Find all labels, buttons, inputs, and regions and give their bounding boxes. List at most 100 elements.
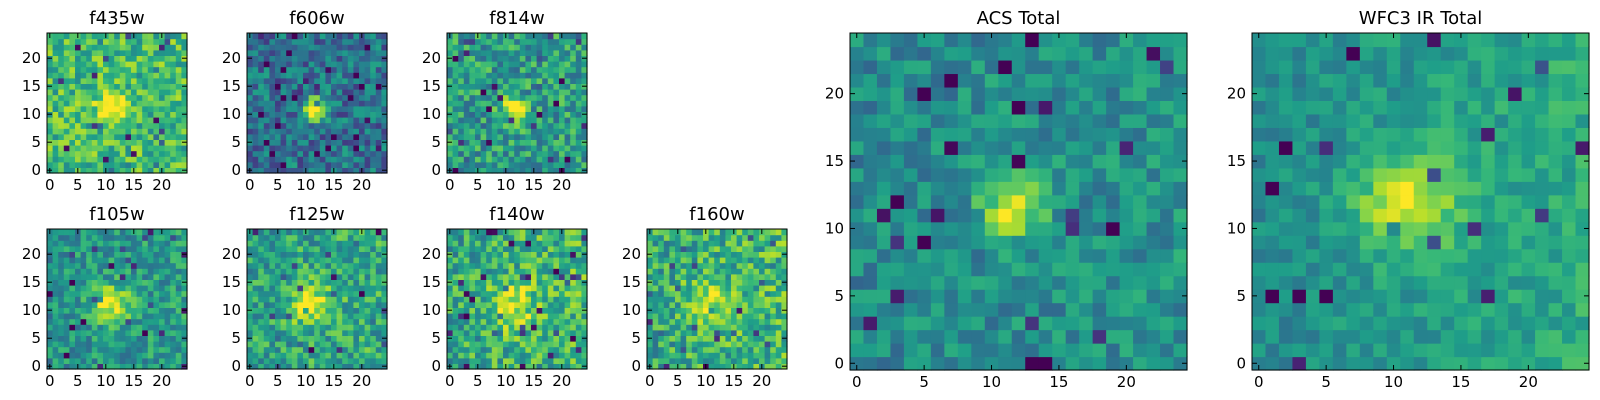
heatmap-cell — [364, 89, 371, 96]
heatmap-cell — [531, 38, 538, 45]
heatmap-cell — [52, 49, 59, 56]
heatmap-cell — [491, 38, 498, 45]
heatmap-cell — [314, 44, 321, 51]
heatmap-cell — [508, 307, 515, 314]
heatmap-cell — [559, 61, 566, 68]
heatmap-cell — [775, 313, 782, 320]
heatmap-cell — [114, 72, 121, 79]
heatmap-cell — [280, 139, 287, 146]
heatmap-cell — [559, 307, 566, 314]
heatmap-cell — [469, 257, 476, 264]
heatmap-cell — [714, 240, 721, 247]
heatmap-cell — [531, 100, 538, 107]
heatmap-cell — [1106, 181, 1121, 196]
heatmap-cell — [80, 44, 87, 51]
heatmap-cell — [75, 296, 82, 303]
heatmap-cell — [280, 100, 287, 107]
heatmap-cell — [1038, 154, 1053, 169]
heatmap-cell — [52, 313, 59, 320]
heatmap-cell — [175, 122, 182, 129]
heatmap-cell — [658, 234, 665, 241]
heatmap-cell — [342, 307, 349, 314]
heatmap-cell — [447, 161, 454, 168]
heatmap-cell — [175, 346, 182, 353]
heatmap-cell — [658, 245, 665, 252]
heatmap-cell — [770, 357, 777, 364]
heatmap-cell — [703, 307, 710, 314]
heatmap-cell — [775, 301, 782, 308]
heatmap-cell — [142, 38, 149, 45]
heatmap-cell — [581, 313, 588, 320]
heatmap-cell — [658, 296, 665, 303]
heatmap-cell — [91, 89, 98, 96]
heatmap-cell — [297, 296, 304, 303]
heatmap-cell — [91, 273, 98, 280]
heatmap-cell — [497, 100, 504, 107]
heatmap-cell — [142, 139, 149, 146]
heatmap-cell — [103, 44, 110, 51]
heatmap-cell — [525, 139, 532, 146]
heatmap-cell — [364, 105, 371, 112]
heatmap-cell — [486, 145, 493, 152]
heatmap-cell — [342, 89, 349, 96]
heatmap-cell — [703, 234, 710, 241]
heatmap-cell — [359, 38, 366, 45]
heatmap-cell — [125, 341, 132, 348]
heatmap-cell — [536, 285, 543, 292]
heatmap-cell — [353, 346, 360, 353]
heatmap-cell — [263, 72, 270, 79]
heatmap-cell — [347, 94, 354, 101]
heatmap-cell — [553, 296, 560, 303]
heatmap-cell — [497, 61, 504, 68]
heatmap-cell — [542, 133, 549, 140]
heatmap-cell — [125, 251, 132, 258]
heatmap-cell — [519, 55, 526, 62]
heatmap-cell — [469, 229, 476, 236]
heatmap-cell — [370, 61, 377, 68]
heatmap-cell — [647, 262, 654, 269]
heatmap-cell — [1065, 235, 1080, 250]
heatmap-cell — [531, 335, 538, 342]
heatmap-cell — [917, 167, 932, 182]
heatmap-cell — [114, 139, 121, 146]
heatmap-cell — [252, 268, 259, 275]
heatmap-cell — [536, 268, 543, 275]
heatmap-cell — [47, 273, 54, 280]
heatmap-cell — [463, 352, 470, 359]
heatmap-cell — [325, 257, 332, 264]
heatmap-cell — [736, 234, 743, 241]
heatmap-cell — [142, 335, 149, 342]
heatmap-cell — [291, 150, 298, 157]
heatmap-cell — [159, 296, 166, 303]
heatmap-cell — [930, 329, 945, 344]
heatmap-cell — [570, 251, 577, 258]
heatmap-cell — [669, 285, 676, 292]
heatmap-cell — [663, 296, 670, 303]
heatmap-cell — [291, 301, 298, 308]
heatmap-cell — [497, 346, 504, 353]
heatmap-cell — [263, 33, 270, 40]
heatmap-cell — [91, 61, 98, 68]
heatmap-cell — [850, 262, 865, 277]
heatmap-cell — [475, 105, 482, 112]
heatmap-cell — [58, 229, 65, 236]
heatmap-cell — [680, 307, 687, 314]
heatmap-cell — [547, 273, 554, 280]
heatmap-cell — [647, 329, 654, 336]
heatmap-cell — [258, 161, 265, 168]
heatmap-cell — [170, 352, 177, 359]
heatmap-cell — [675, 346, 682, 353]
heatmap-cell — [447, 145, 454, 152]
heatmap-cell — [491, 296, 498, 303]
heatmap-cell — [375, 329, 382, 336]
heatmap-cell — [286, 257, 293, 264]
heatmap-cell — [736, 251, 743, 258]
heatmap-cell — [686, 324, 693, 331]
heatmap-cell — [447, 352, 454, 359]
heatmap-cell — [463, 301, 470, 308]
heatmap-cell — [258, 257, 265, 264]
heatmap-cell — [731, 318, 738, 325]
heatmap-cell — [252, 139, 259, 146]
heatmap-cell — [1025, 289, 1040, 304]
heatmap-cell — [725, 257, 732, 264]
